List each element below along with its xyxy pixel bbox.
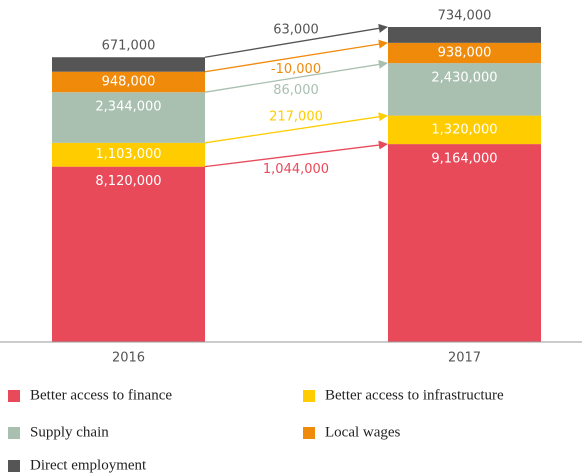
legend-label: Better access to finance xyxy=(30,387,172,403)
value-label: 938,000 xyxy=(438,45,492,60)
x-tick-label: 2017 xyxy=(448,351,481,366)
value-label: 9,164,000 xyxy=(431,152,497,167)
change-label: 86,000 xyxy=(273,83,319,98)
value-label: 2,344,000 xyxy=(95,100,161,115)
bar-segment xyxy=(52,57,205,72)
value-label: 1,103,000 xyxy=(95,147,161,162)
value-label: 734,000 xyxy=(438,9,492,24)
value-label: 1,320,000 xyxy=(431,122,497,137)
value-label: 2,430,000 xyxy=(431,71,497,86)
change-arrow xyxy=(204,140,388,168)
change-arrow xyxy=(204,39,388,73)
legend-swatch xyxy=(303,427,315,439)
bar-segment xyxy=(52,92,205,143)
change-label: 217,000 xyxy=(269,110,323,125)
value-label: 8,120,000 xyxy=(95,174,161,189)
change-arrow xyxy=(204,112,388,144)
bar-segment xyxy=(388,115,541,145)
change-arrow xyxy=(204,59,388,93)
legend-swatch xyxy=(8,390,20,402)
bar-segment xyxy=(388,144,541,342)
change-label: -10,000 xyxy=(271,62,321,77)
legend-label: Direct employment xyxy=(30,457,147,473)
change-arrow xyxy=(204,23,388,58)
bar-segment xyxy=(388,42,541,64)
legend-swatch xyxy=(8,427,20,439)
value-label: 671,000 xyxy=(102,39,156,54)
change-label: 1,044,000 xyxy=(263,162,329,177)
legend-swatch xyxy=(8,460,20,472)
legend-label: Supply chain xyxy=(30,424,109,440)
bar-segment xyxy=(52,142,205,167)
bar-segment xyxy=(52,71,205,93)
value-label: 948,000 xyxy=(102,74,156,89)
legend-swatch xyxy=(303,390,315,402)
bar-segment xyxy=(52,166,205,342)
legend-label: Better access to infrastructure xyxy=(325,387,504,403)
bar-segment xyxy=(388,63,541,116)
x-tick-label: 2016 xyxy=(112,351,145,366)
change-label: 63,000 xyxy=(273,23,319,38)
legend-label: Local wages xyxy=(325,424,401,440)
bar-segment xyxy=(388,27,541,43)
